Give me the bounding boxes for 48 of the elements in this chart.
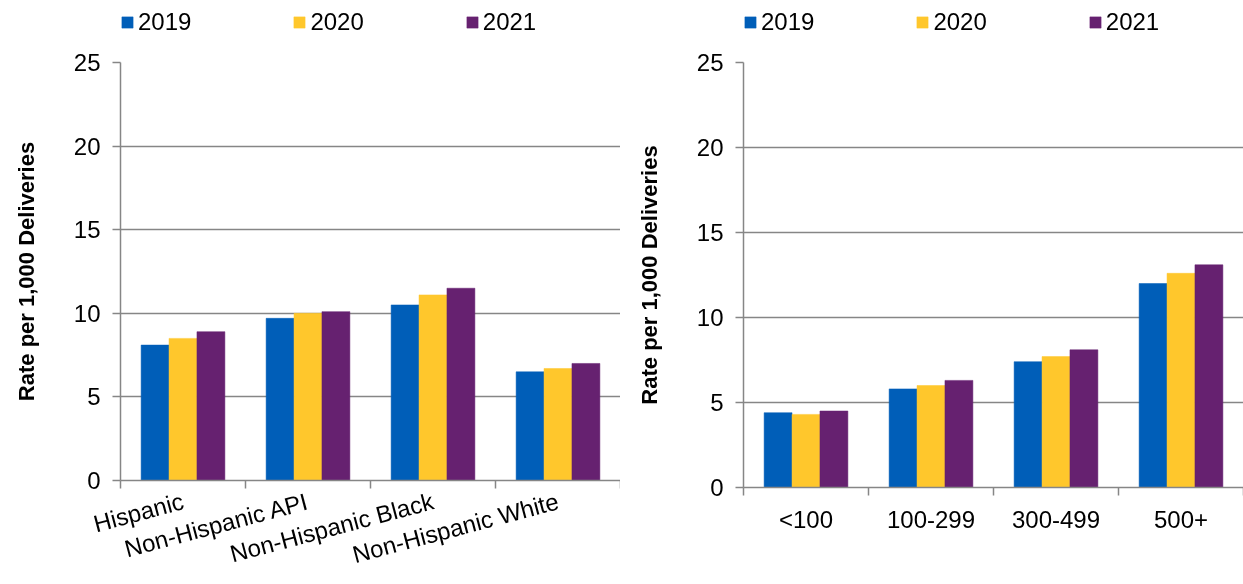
y-tick-label: 20 — [696, 134, 724, 161]
y-tick-label: 15 — [696, 219, 724, 246]
y-tick-label: 25 — [73, 49, 101, 76]
y-tick-label: 10 — [696, 304, 724, 331]
legend-label: 2020 — [310, 8, 364, 36]
x-tick-label: 300-499 — [1011, 505, 1101, 533]
y-tick-label: 0 — [710, 474, 724, 501]
bar — [293, 313, 323, 481]
bar — [916, 385, 946, 488]
legend-label: 2019 — [138, 8, 192, 36]
bar — [1069, 349, 1099, 488]
bar — [418, 294, 448, 481]
bar — [1166, 273, 1196, 488]
legend-label: 2021 — [482, 8, 537, 36]
bar — [543, 368, 573, 481]
legend-label: 2019 — [761, 8, 815, 36]
y-tick-label: 15 — [73, 216, 101, 244]
bar — [140, 344, 170, 481]
bar — [1013, 361, 1043, 488]
bar — [515, 371, 545, 481]
legend-label: 2021 — [1105, 8, 1160, 36]
y-tick-label: 5 — [710, 389, 724, 416]
bar — [446, 287, 476, 481]
bar — [265, 318, 295, 481]
x-tick-label: <100 — [778, 505, 834, 533]
y-tick-label: 0 — [87, 467, 101, 494]
y-axis-title: Rate per 1,000 Deliveries — [636, 145, 662, 405]
legend-label: 2020 — [933, 8, 987, 36]
x-tick-label: 500+ — [1153, 505, 1209, 533]
bar — [819, 410, 849, 488]
y-tick-label: 5 — [87, 383, 101, 411]
bar — [944, 380, 974, 488]
bar — [1194, 264, 1224, 488]
bar — [321, 311, 351, 481]
y-axis-title: Rate per 1,000 Deliveries — [13, 141, 39, 402]
y-tick-label: 25 — [696, 49, 724, 76]
x-tick-label: 100-299 — [886, 505, 976, 533]
y-tick-label: 20 — [73, 132, 101, 160]
y-tick-label: 10 — [73, 299, 101, 327]
bar — [196, 331, 226, 481]
bar — [791, 414, 821, 488]
bar — [168, 338, 198, 481]
bar — [1041, 356, 1071, 488]
bar — [390, 304, 420, 481]
bar — [1138, 283, 1168, 488]
bar — [571, 363, 601, 481]
bar — [763, 412, 793, 488]
bar — [888, 388, 918, 488]
